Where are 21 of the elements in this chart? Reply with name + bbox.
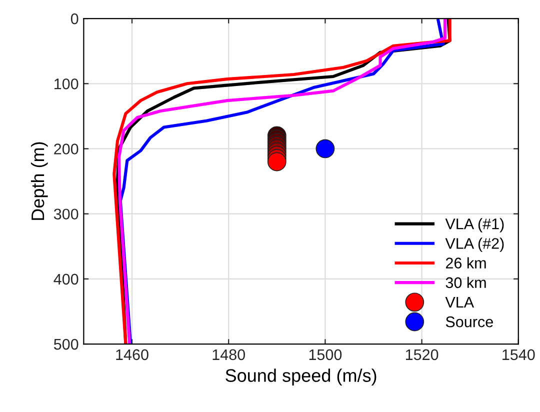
point	[267, 152, 286, 172]
x-tick-label: 1460	[116, 349, 148, 360]
point	[316, 139, 335, 158]
y-axis-title: Depth (m)	[30, 142, 48, 220]
y-tick-label: 0	[70, 13, 78, 24]
y-tick-label: 100	[54, 78, 78, 90]
x-tick-label: 1540	[502, 349, 535, 360]
y-tick-label: 200	[54, 144, 78, 154]
y-tick-label: 500	[54, 338, 78, 350]
legend-label: VLA	[445, 297, 474, 308]
y-tick-label: 400	[54, 274, 78, 285]
legend-label: 26 km	[446, 257, 486, 268]
x-tick-label: 1480	[212, 349, 245, 360]
x-tick-label: 1520	[406, 349, 438, 360]
legend-label: 30 km	[446, 276, 486, 288]
x-tick-label: 1500	[309, 349, 342, 360]
y-tick-label: 300	[54, 208, 78, 220]
legend-label: Source	[446, 316, 493, 328]
legend-label: VLA (#1)	[445, 218, 504, 232]
legend-label: VLA (#2)	[445, 238, 504, 252]
x-axis-title: Sound speed (m/s)	[226, 368, 376, 386]
